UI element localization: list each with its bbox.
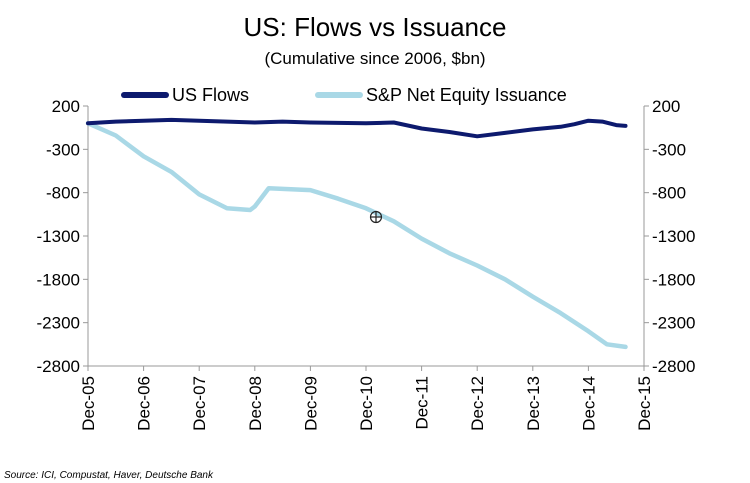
x-tick-label: Dec-06 xyxy=(135,376,154,431)
x-tick-label: Dec-10 xyxy=(357,376,376,431)
x-tick-label: Dec-12 xyxy=(468,376,487,431)
y-tick-left-label: -1300 xyxy=(37,227,80,246)
y-tick-right-label: -2800 xyxy=(652,357,695,376)
y-axis-right: 200 -300 -800 -1300 -1800 -2300 -2800 xyxy=(644,97,695,376)
series-lines xyxy=(85,117,628,350)
axes xyxy=(87,106,645,367)
x-tick-label: Dec-05 xyxy=(79,376,98,431)
y-tick-left-label: -1800 xyxy=(37,270,80,289)
y-tick-right-label: -300 xyxy=(652,140,686,159)
x-tick-label: Dec-07 xyxy=(190,376,209,431)
x-tick-label: Dec-11 xyxy=(413,376,432,430)
y-tick-left-label: -2800 xyxy=(37,357,80,376)
y-tick-right-label: -1300 xyxy=(652,227,695,246)
y-tick-right-label: -2300 xyxy=(652,314,695,333)
series-line-us-flows xyxy=(86,117,628,139)
y-tick-left-label: -300 xyxy=(46,140,80,159)
y-tick-left-label: -2300 xyxy=(37,314,80,333)
y-tick-left-label: -800 xyxy=(46,184,80,203)
y-tick-right-label: -1800 xyxy=(652,270,695,289)
chart-title: US: Flows vs Issuance xyxy=(244,12,507,42)
chart-subtitle: (Cumulative since 2006, $bn) xyxy=(264,49,485,68)
legend-label-us-flows: US Flows xyxy=(172,85,249,105)
x-tick-label: Dec-14 xyxy=(579,376,598,431)
y-tick-left-label: 200 xyxy=(52,97,80,116)
series-line-issuance xyxy=(85,121,628,350)
x-tick-label: Dec-13 xyxy=(524,376,543,431)
y-tick-right-label: -800 xyxy=(652,184,686,203)
x-tick-label: Dec-15 xyxy=(635,376,654,431)
y-axis-left: 200 -300 -800 -1300 -1800 -2300 -2800 xyxy=(37,97,88,376)
x-tick-label: Dec-08 xyxy=(246,376,265,431)
crosshair-icon xyxy=(369,210,383,224)
source-note: Source: ICI, Compustat, Haver, Deutsche … xyxy=(4,470,214,481)
x-tick-label: Dec-09 xyxy=(301,376,320,431)
y-tick-right-label: 200 xyxy=(652,97,680,116)
legend: US Flows S&P Net Equity Issuance xyxy=(121,85,567,105)
legend-label-issuance: S&P Net Equity Issuance xyxy=(366,85,567,105)
x-axis: Dec-05 Dec-06 Dec-07 Dec-08 Dec-09 Dec-10 Dec-… xyxy=(79,366,654,431)
